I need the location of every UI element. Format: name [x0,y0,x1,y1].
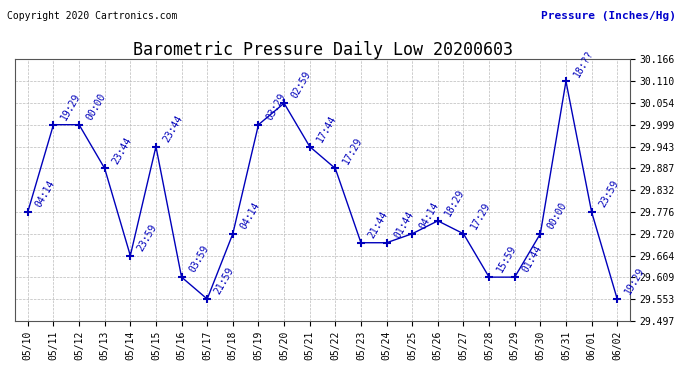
Text: 03:59: 03:59 [187,244,210,274]
Text: 00:00: 00:00 [85,92,108,122]
Text: 02:59: 02:59 [290,70,313,100]
Text: 23:44: 23:44 [161,113,185,144]
Text: 23:59: 23:59 [136,222,159,253]
Text: 23:59: 23:59 [597,178,620,209]
Text: 15:59: 15:59 [495,244,518,274]
Text: 17:29: 17:29 [341,135,364,166]
Text: 17:44: 17:44 [315,113,339,144]
Text: 18:??: 18:?? [571,48,595,78]
Text: 18:29: 18:29 [444,188,466,218]
Text: Pressure (Inches/Hg): Pressure (Inches/Hg) [541,11,676,21]
Text: 00:00: 00:00 [546,201,569,231]
Text: 19:29: 19:29 [623,266,646,296]
Text: 04:14: 04:14 [417,201,441,231]
Text: Copyright 2020 Cartronics.com: Copyright 2020 Cartronics.com [7,11,177,21]
Text: 03:29: 03:29 [264,92,287,122]
Text: 21:44: 21:44 [366,210,390,240]
Text: 21:59: 21:59 [213,266,236,296]
Text: 04:14: 04:14 [238,201,262,231]
Text: 19:29: 19:29 [59,92,82,122]
Text: 01:44: 01:44 [520,244,544,274]
Text: 17:29: 17:29 [469,201,493,231]
Text: 23:44: 23:44 [110,135,134,166]
Title: Barometric Pressure Daily Low 20200603: Barometric Pressure Daily Low 20200603 [132,41,513,59]
Text: 01:44: 01:44 [392,210,415,240]
Text: 04:14: 04:14 [33,178,57,209]
